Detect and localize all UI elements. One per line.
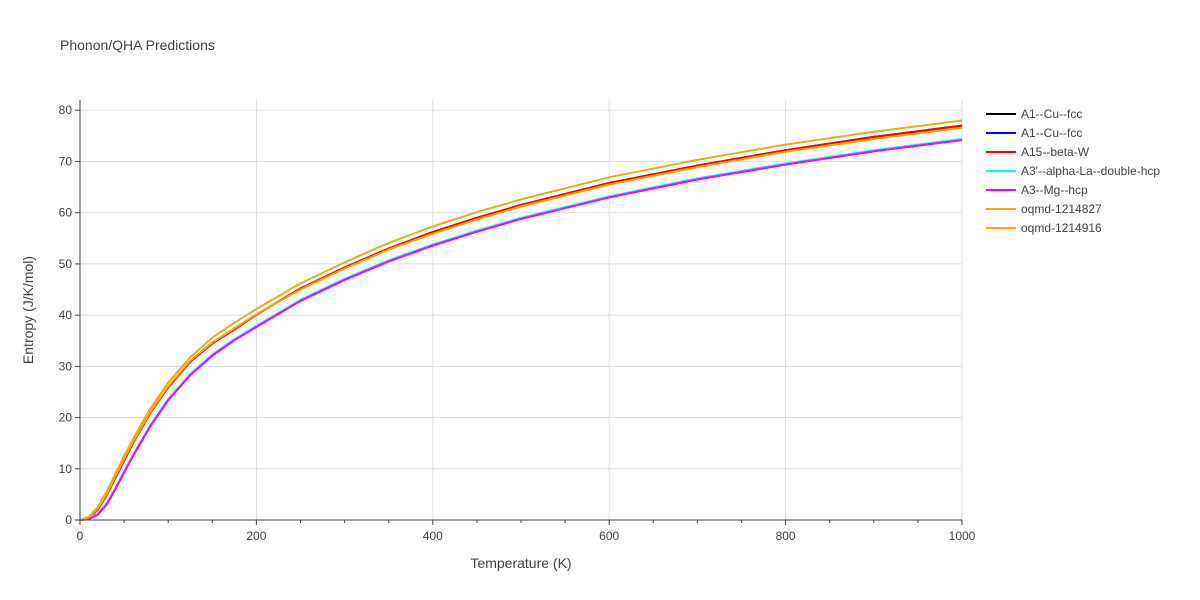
series-line-6[interactable] [79, 126, 963, 521]
legend-label: A3--Mg--hcp [1021, 183, 1088, 197]
legend-item[interactable]: A1--Cu--fcc [986, 107, 1082, 121]
y-tick-label: 0 [65, 513, 72, 527]
legend-item[interactable]: oqmd-1214827 [986, 202, 1102, 216]
x-tick-label: 800 [776, 529, 796, 543]
series-line-4[interactable] [79, 139, 963, 521]
series-line-1[interactable] [79, 139, 963, 521]
chart-title: Phonon/QHA Predictions [60, 37, 215, 53]
x-tick-label: 400 [423, 529, 443, 543]
legend-item[interactable]: oqmd-1214916 [986, 221, 1102, 235]
series-line-5[interactable] [79, 119, 963, 521]
legend[interactable]: A1--Cu--fcc A1--Cu--fcc A15--beta-W A3'--al… [986, 107, 1160, 235]
legend-label: A15--beta-W [1021, 145, 1090, 159]
grid [80, 100, 963, 520]
x-axis-label: Temperature (K) [470, 555, 571, 571]
x-tick-label: 600 [599, 529, 619, 543]
legend-label: A1--Cu--fcc [1021, 107, 1082, 121]
legend-label: oqmd-1214916 [1021, 221, 1102, 235]
y-tick-label: 80 [59, 103, 73, 117]
legend-item[interactable]: A1--Cu--fcc [986, 126, 1082, 140]
series-line-3[interactable] [79, 137, 963, 521]
legend-label: A1--Cu--fcc [1021, 126, 1082, 140]
legend-label: A3'--alpha-La--double-hcp [1021, 164, 1160, 178]
y-axis-label: Entropy (J/K/mol) [20, 256, 36, 364]
x-tick-label: 200 [246, 529, 266, 543]
y-tick-label: 30 [59, 359, 73, 373]
legend-item[interactable]: A3'--alpha-La--double-hcp [986, 164, 1160, 178]
y-tick-label: 20 [59, 411, 73, 425]
series-line-0[interactable] [79, 124, 963, 521]
legend-item[interactable]: A3--Mg--hcp [986, 183, 1088, 197]
legend-label: oqmd-1214827 [1021, 202, 1102, 216]
x-tick-label: 0 [77, 529, 84, 543]
plot-area[interactable] [79, 119, 963, 521]
x-tick-label: 1000 [949, 529, 976, 543]
y-tick-label: 50 [59, 257, 73, 271]
y-tick-label: 10 [59, 462, 73, 476]
y-tick-label: 40 [59, 308, 73, 322]
y-tick-label: 60 [59, 206, 73, 220]
series-line-2[interactable] [79, 124, 963, 521]
legend-item[interactable]: A15--beta-W [986, 145, 1090, 159]
y-tick-label: 70 [59, 154, 73, 168]
